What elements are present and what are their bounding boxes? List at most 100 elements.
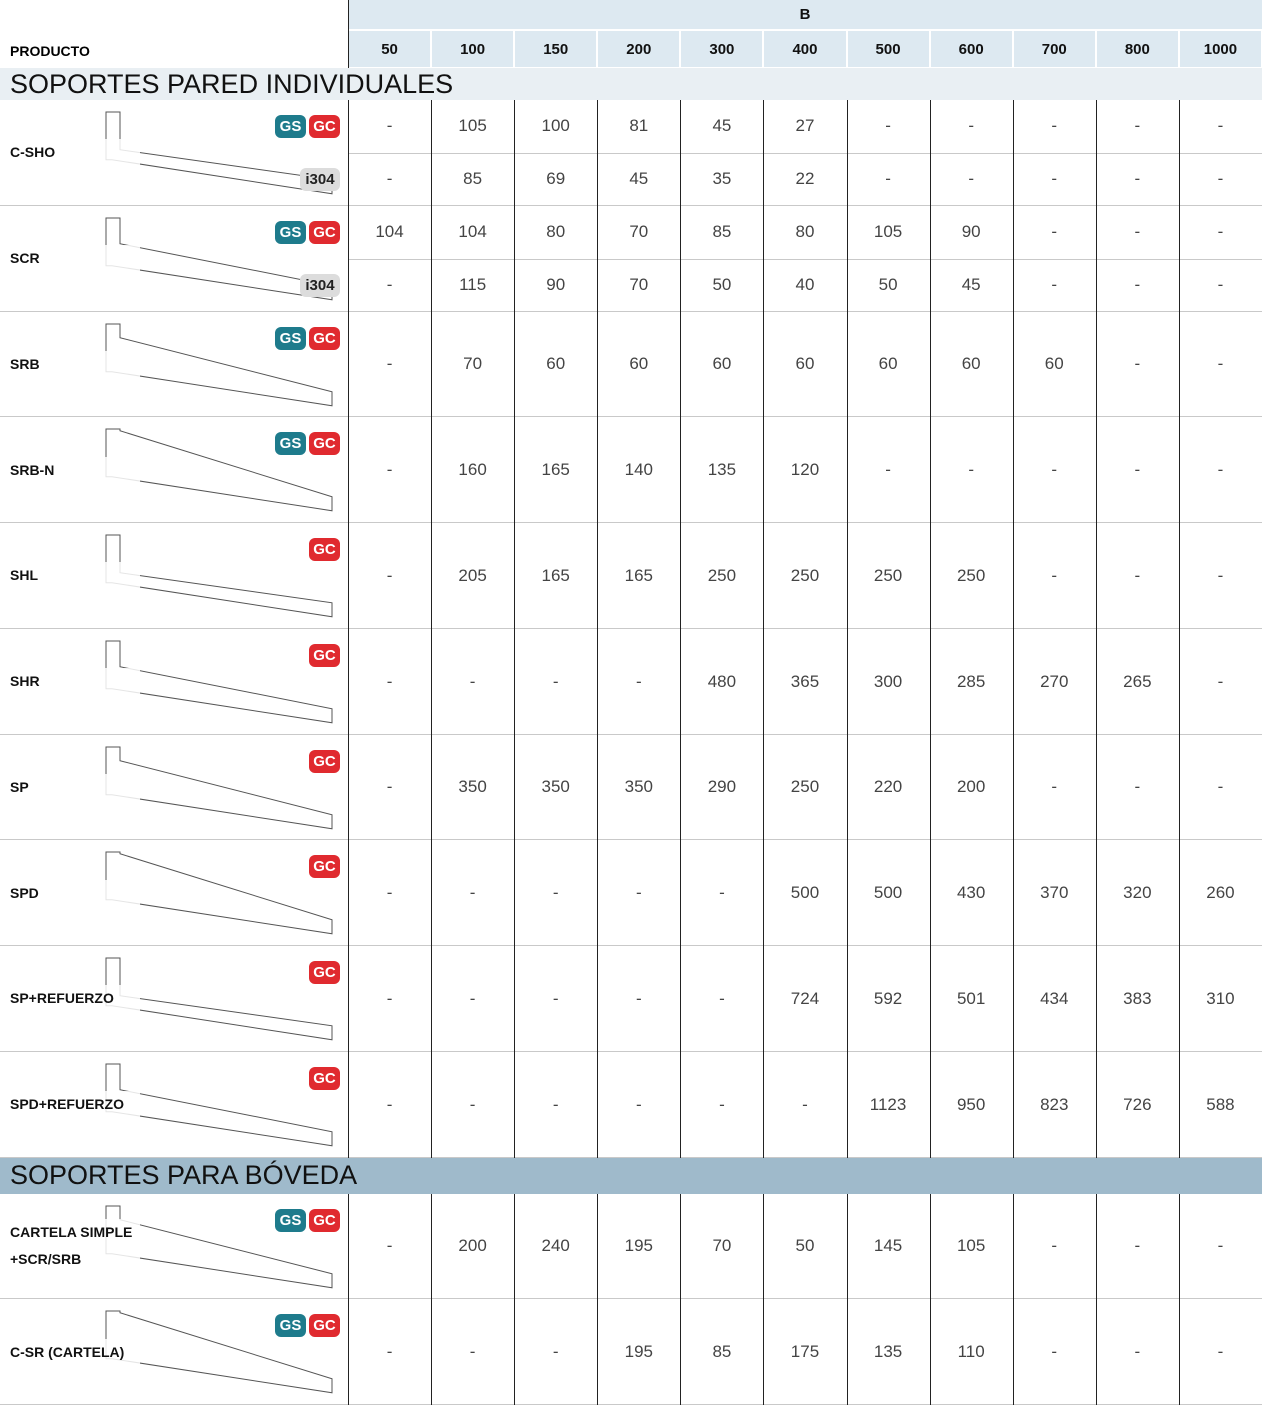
cell-value: - <box>386 671 393 691</box>
product-name-line: CARTELA SIMPLE <box>10 1219 140 1247</box>
cell-value: - <box>1217 1236 1224 1256</box>
cell-value: - <box>386 988 393 1008</box>
cell-value: - <box>1051 116 1058 136</box>
column-header: 1000 <box>1179 31 1261 67</box>
cell-value: 205 <box>458 565 487 585</box>
product-name: SRB-N <box>10 417 140 523</box>
cell-value: - <box>386 275 393 295</box>
cell-value: 1123 <box>869 1094 907 1114</box>
cell-value: - <box>1217 169 1224 189</box>
cell-value: 250 <box>790 565 820 585</box>
badge: GC <box>309 1208 340 1232</box>
cell-value: - <box>968 460 974 480</box>
cell-value: 60 <box>795 354 815 374</box>
cell-value: 165 <box>624 565 653 585</box>
column-header: 150 <box>515 31 597 67</box>
cell-value: 60 <box>629 354 649 374</box>
cell-value: - <box>469 883 476 903</box>
cell-value: - <box>1217 565 1224 585</box>
cell-value: 45 <box>712 116 732 136</box>
cell-value: 250 <box>956 565 986 585</box>
product-name-line: SPD <box>10 879 140 907</box>
column-divider <box>680 1193 681 1405</box>
column-divider <box>930 100 931 1158</box>
cell-value: - <box>1134 116 1141 136</box>
cell-value: - <box>719 988 725 1008</box>
column-header: 200 <box>598 31 680 67</box>
column-header: 700 <box>1013 31 1095 67</box>
row-divider <box>0 839 1262 841</box>
cell-value: - <box>469 1094 476 1114</box>
cell-value: 104 <box>458 222 487 242</box>
row-divider <box>348 152 1262 154</box>
cell-value: 50 <box>878 275 898 295</box>
product-name: CARTELA SIMPLE +SCR/SRB <box>10 1194 140 1300</box>
cell-value: - <box>719 883 725 903</box>
column-header: 400 <box>764 31 846 67</box>
cell-value: - <box>386 1342 393 1362</box>
cell-value: 70 <box>629 222 649 242</box>
badge: GS <box>275 1314 306 1338</box>
cell-value: - <box>1134 354 1141 374</box>
cell-value: 80 <box>795 222 815 242</box>
cell-value: - <box>1051 222 1058 242</box>
cell-value: - <box>1134 275 1141 295</box>
column-divider <box>431 1193 432 1405</box>
product-name-line: SHL <box>10 562 140 590</box>
cell-value: 200 <box>956 777 986 797</box>
cell-value: - <box>802 1094 808 1114</box>
cell-value: 45 <box>629 169 649 189</box>
cell-value: - <box>635 671 642 691</box>
cell-value: 250 <box>707 565 737 585</box>
cell-value: 35 <box>712 169 732 189</box>
badge: i304 <box>300 273 340 297</box>
column-header: 300 <box>681 31 763 67</box>
cell-value: 260 <box>1206 883 1235 903</box>
cell-value: 60 <box>712 354 732 374</box>
product-name-line: SRB <box>10 350 140 378</box>
cell-value: - <box>1051 1342 1058 1362</box>
cell-value: - <box>1134 222 1141 242</box>
cell-value: 100 <box>541 116 570 136</box>
cell-value: - <box>635 1094 642 1114</box>
cell-value: 104 <box>375 222 404 242</box>
cell-value: - <box>885 116 891 136</box>
cell-value: 90 <box>546 275 566 295</box>
badge: GC <box>309 749 340 773</box>
column-divider <box>1013 100 1014 1158</box>
cell-value: 195 <box>624 1342 653 1362</box>
column-header: 100 <box>432 31 514 67</box>
badge: GS <box>275 432 306 456</box>
header-divider <box>348 0 349 68</box>
column-divider <box>763 1193 764 1405</box>
cell-value: 350 <box>458 777 487 797</box>
badge: GC <box>309 1066 340 1090</box>
cell-value: - <box>552 1094 559 1114</box>
cell-value: 81 <box>629 116 649 136</box>
cell-value: - <box>1051 565 1058 585</box>
product-name: SCR <box>10 206 140 312</box>
cell-value: 320 <box>1123 883 1152 903</box>
cell-value: 115 <box>459 275 487 295</box>
cell-value: 220 <box>873 777 903 797</box>
cell-value: 165 <box>541 460 570 480</box>
row-divider <box>0 522 1262 523</box>
cell-value: 22 <box>795 169 815 189</box>
section-title: SOPORTES PARA BÓVEDA <box>0 1157 1262 1194</box>
product-name-line: +SCR/SRB <box>10 1246 140 1274</box>
cell-value: 310 <box>1206 988 1235 1008</box>
cell-value: - <box>552 883 559 903</box>
cell-value: - <box>1134 777 1141 797</box>
product-name: SPD+REFUERZO <box>10 1052 140 1158</box>
row-divider <box>0 310 1262 312</box>
cell-value: 370 <box>1040 883 1069 903</box>
cell-value: - <box>635 883 642 903</box>
badge: GC <box>309 115 340 138</box>
cell-value: 592 <box>873 988 903 1008</box>
column-divider <box>514 1193 515 1405</box>
cell-value: 50 <box>712 275 732 295</box>
cell-value: - <box>386 354 393 374</box>
column-header: 600 <box>930 31 1012 67</box>
column-divider <box>348 1193 349 1405</box>
